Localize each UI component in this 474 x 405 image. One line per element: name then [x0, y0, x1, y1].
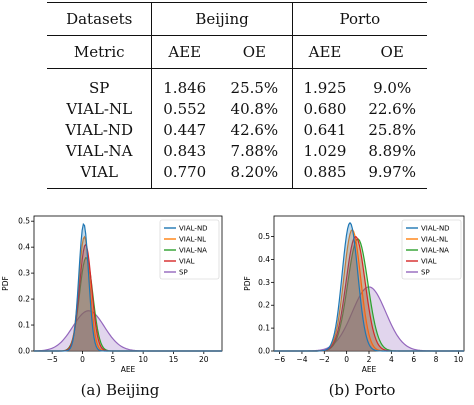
y-tick-label: 0.3	[258, 278, 270, 287]
legend-label: VIAL-NA	[421, 247, 449, 255]
y-tick-label: 0.0	[18, 347, 30, 356]
table-row: VIAL-NA 0.843 7.88% 1.029 8.89%	[47, 140, 427, 161]
density-line	[34, 222, 222, 352]
x-tick-label: 0	[80, 355, 85, 364]
x-tick-label: 0	[344, 355, 349, 364]
caption-porto: (b) Porto	[328, 381, 396, 399]
legend-label: VIAL-NL	[179, 236, 206, 244]
y-tick-label: 0.1	[18, 321, 30, 330]
density-line	[274, 221, 464, 352]
value-cell: 8.89%	[368, 141, 416, 160]
subheader-cell: AEE	[292, 35, 358, 69]
value-cell: 0.843	[163, 141, 207, 160]
density-area	[274, 239, 464, 351]
value-cell: 9.0%	[373, 78, 412, 97]
value-cell: 22.6%	[368, 99, 416, 118]
density-area	[274, 286, 464, 351]
value-cell: 0.885	[292, 161, 358, 189]
legend-label: VIAL-ND	[421, 225, 450, 233]
density-area	[34, 310, 222, 351]
x-tick-label: 10	[138, 355, 148, 364]
y-tick-label: 0.0	[258, 347, 270, 356]
table-subheader-row: Metric AEE OE AEE OE	[47, 35, 427, 69]
value-cell: 8.20%	[217, 161, 293, 189]
legend-label: SP	[179, 269, 188, 277]
header-datasets: Datasets	[47, 2, 153, 36]
value-cell: 1.925	[303, 78, 347, 97]
legend-label: VIAL	[421, 258, 437, 266]
y-tick-label: 0.1	[258, 324, 270, 333]
results-table: Datasets Beijing Porto Metric AEE OE AEE…	[47, 2, 427, 189]
density-area	[34, 224, 222, 351]
density-area	[274, 236, 464, 351]
y-tick-label: 0.5	[18, 217, 30, 226]
x-tick-label: 4	[389, 355, 394, 364]
x-tick-label: −5	[47, 355, 58, 364]
legend-label: VIAL-ND	[179, 225, 208, 233]
x-tick-label: 10	[454, 355, 464, 364]
value-cell: 25.8%	[368, 120, 416, 139]
method-cell: SP	[47, 68, 153, 98]
y-tick-label: 0.4	[18, 243, 30, 252]
density-plot-beijing: −5 0 5 10 15 20 0.0 0.1 0.2 0.3 0.4 0.5 AEE PDF VIAL-N…	[1, 215, 223, 374]
header-beijing: Beijing	[151, 2, 293, 36]
value-cell: 0.641	[303, 120, 347, 139]
method-cell: VIAL-NL	[47, 98, 153, 119]
x-tick-label: 20	[199, 355, 209, 364]
y-tick-label: 0.5	[258, 232, 270, 241]
legend-label: VIAL-NL	[421, 236, 448, 244]
value-cell: 1.029	[303, 141, 347, 160]
value-cell: 0.552	[163, 99, 207, 118]
x-tick-label: 6	[411, 355, 416, 364]
header-metric: Metric	[47, 35, 153, 69]
table-row: VIAL-NL 0.552 40.8% 0.680 22.6%	[47, 98, 427, 119]
density-area	[34, 257, 222, 351]
header-porto: Porto	[292, 2, 427, 36]
y-axis-label: PDF	[1, 276, 10, 291]
y-tick-label: 0.2	[258, 301, 270, 310]
subheader-cell: AEE	[151, 35, 218, 69]
legend-label: SP	[421, 269, 430, 277]
x-axis-label: AEE	[121, 365, 136, 374]
x-tick-label: −2	[319, 355, 330, 364]
x-tick-label: 2	[367, 355, 372, 364]
x-tick-label: 8	[434, 355, 439, 364]
method-cell: VIAL	[47, 161, 153, 189]
subheader-cell: OE	[217, 35, 293, 69]
x-axis-label: AEE	[362, 365, 377, 374]
density-plot-porto: −6 −4 −2 0 2 4 6 8 10 0.0 0.1 0.2 0.3 0.4 0.5 AEE PDF VIA…	[243, 215, 465, 374]
table-row: VIAL 0.770 8.20% 0.885 9.97%	[47, 161, 427, 189]
y-axis-label: PDF	[243, 276, 252, 291]
table-row: SP 1.846 25.5% 1.925 9.0%	[47, 68, 427, 98]
y-tick-label: 0.4	[258, 255, 270, 264]
table-header-row: Datasets Beijing Porto	[47, 2, 427, 36]
value-cell: 7.88%	[217, 140, 293, 161]
value-cell: 25.5%	[217, 68, 293, 98]
legend-label: VIAL	[179, 258, 195, 266]
value-cell: 0.770	[151, 161, 218, 189]
method-cell: VIAL-NA	[47, 140, 153, 161]
value-cell: 42.6%	[217, 119, 293, 140]
table-row: VIAL-ND 0.447 42.6% 0.641 25.8%	[47, 119, 427, 140]
value-cell: 0.680	[303, 99, 347, 118]
value-cell: 40.8%	[217, 98, 293, 119]
caption-beijing: (a) Beijing	[80, 381, 160, 399]
y-tick-label: 0.2	[18, 295, 30, 304]
legend-box	[401, 219, 462, 280]
legend-label: VIAL-NA	[179, 247, 207, 255]
value-cell: 0.447	[163, 120, 207, 139]
x-tick-label: 5	[110, 355, 115, 364]
value-cell: 1.846	[163, 78, 207, 97]
value-cell: 9.97%	[357, 161, 427, 189]
x-tick-label: −6	[274, 355, 285, 364]
x-tick-label: 15	[169, 355, 179, 364]
subheader-cell: OE	[357, 35, 427, 69]
y-tick-label: 0.3	[18, 269, 30, 278]
x-tick-label: −4	[296, 355, 307, 364]
method-cell: VIAL-ND	[47, 119, 153, 140]
legend-box	[159, 219, 220, 280]
